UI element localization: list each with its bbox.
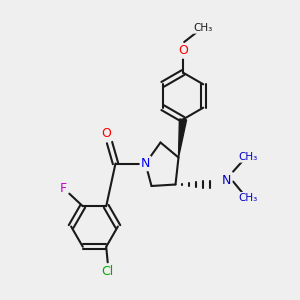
Text: O: O [178,44,188,58]
Text: CH₃: CH₃ [193,22,212,33]
Text: N: N [141,157,150,170]
Text: Cl: Cl [102,265,114,278]
Text: F: F [60,182,67,195]
Text: O: O [102,127,111,140]
Text: N: N [222,173,231,187]
Text: CH₃: CH₃ [238,152,258,162]
Polygon shape [178,119,187,158]
Text: CH₃: CH₃ [238,193,258,203]
